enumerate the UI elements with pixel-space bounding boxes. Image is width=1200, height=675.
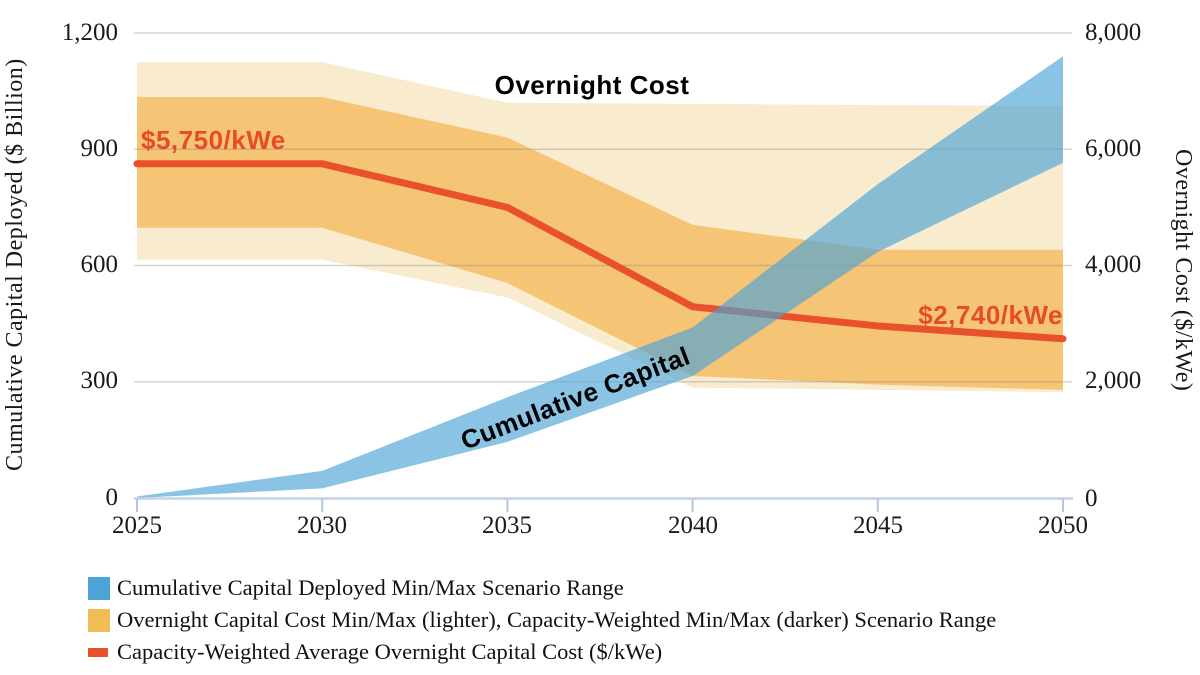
- legend-item-average-cost-line: Capacity-Weighted Average Overnight Capi…: [88, 636, 996, 668]
- legend-label: Capacity-Weighted Average Overnight Capi…: [117, 639, 663, 664]
- start-value-annotation: $5,750/kWe: [141, 125, 286, 155]
- left-axis-tick-300: 300: [80, 367, 119, 394]
- right-axis-tick-6000: 6,000: [1085, 135, 1142, 162]
- right-axis-tick-4000: 4,000: [1085, 251, 1142, 278]
- overnight-cost-annotation: Overnight Cost: [494, 70, 690, 100]
- right-axis-tick-0: 0: [1085, 485, 1098, 512]
- x-axis-tick-2050: 2050: [1038, 512, 1088, 539]
- legend: Cumulative Capital Deployed Min/Max Scen…: [88, 572, 996, 668]
- capacity-weighted-minmax-band: [137, 96, 1063, 390]
- orange-band-swatch-icon: [88, 608, 110, 632]
- legend-label: Cumulative Capital Deployed Min/Max Scen…: [117, 575, 624, 600]
- red-line-swatch-icon: [88, 647, 108, 657]
- right-axis-tick-2000: 2,000: [1085, 367, 1142, 394]
- left-axis-tick-1200: 1,200: [61, 19, 118, 46]
- left-axis-tick-900: 900: [80, 135, 119, 162]
- right-axis-title: Overnight Cost ($/kWe): [1170, 148, 1196, 392]
- x-axis-tick-2040: 2040: [668, 512, 718, 539]
- legend-label: Overnight Capital Cost Min/Max (lighter)…: [117, 607, 997, 632]
- capacity-weighted-average-line: [133, 160, 1067, 343]
- x-axis-tick-2045: 2045: [853, 512, 903, 539]
- left-axis-tick-600: 600: [80, 251, 119, 278]
- right-axis-tick-8000: 8,000: [1085, 19, 1142, 46]
- x-axis-tick-2025: 2025: [112, 512, 162, 539]
- x-axis-tick-2035: 2035: [482, 512, 532, 539]
- end-value-annotation: $2,740/kWe: [918, 300, 1063, 330]
- legend-item-overnight-cost-range: Overnight Capital Cost Min/Max (lighter)…: [88, 604, 996, 636]
- legend-item-cumulative-capital: Cumulative Capital Deployed Min/Max Scen…: [88, 572, 996, 604]
- left-axis-tick-0: 0: [105, 484, 119, 511]
- blue-band-swatch-icon: [88, 576, 110, 600]
- left-axis-title: Cumulative Capital Deployed ($ Billion): [2, 58, 28, 472]
- x-axis-tick-2030: 2030: [297, 512, 347, 539]
